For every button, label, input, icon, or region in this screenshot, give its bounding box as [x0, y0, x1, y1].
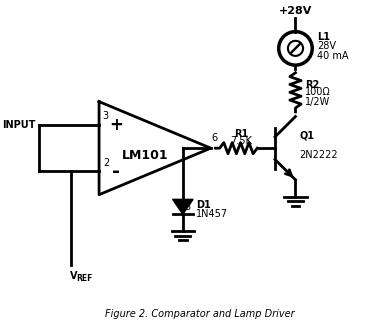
Text: V: V — [70, 271, 78, 281]
Text: 8: 8 — [185, 202, 191, 212]
Text: -: - — [112, 162, 120, 181]
Text: R1: R1 — [234, 129, 248, 139]
Text: D1: D1 — [196, 200, 211, 210]
Polygon shape — [173, 199, 193, 214]
Text: +: + — [109, 116, 123, 134]
Text: 2: 2 — [103, 158, 109, 168]
Text: 28V: 28V — [317, 41, 336, 52]
Text: 3: 3 — [103, 111, 109, 121]
Text: 1N457: 1N457 — [196, 209, 228, 219]
Text: 2N2222: 2N2222 — [299, 150, 338, 160]
Text: Figure 2. Comparator and Lamp Driver: Figure 2. Comparator and Lamp Driver — [105, 309, 294, 319]
Text: 7.5K: 7.5K — [230, 136, 252, 146]
Text: 6: 6 — [212, 133, 218, 143]
Text: REF: REF — [77, 274, 93, 283]
Text: Q1: Q1 — [299, 131, 314, 141]
Text: LM101: LM101 — [122, 149, 169, 162]
Text: INPUT: INPUT — [2, 120, 36, 130]
Text: 1/2W: 1/2W — [305, 97, 330, 107]
Text: L1: L1 — [317, 32, 330, 42]
Text: 100Ω: 100Ω — [305, 87, 331, 97]
Text: R2: R2 — [305, 80, 319, 90]
Text: +28V: +28V — [279, 6, 312, 16]
Text: 40 mA: 40 mA — [317, 51, 349, 61]
